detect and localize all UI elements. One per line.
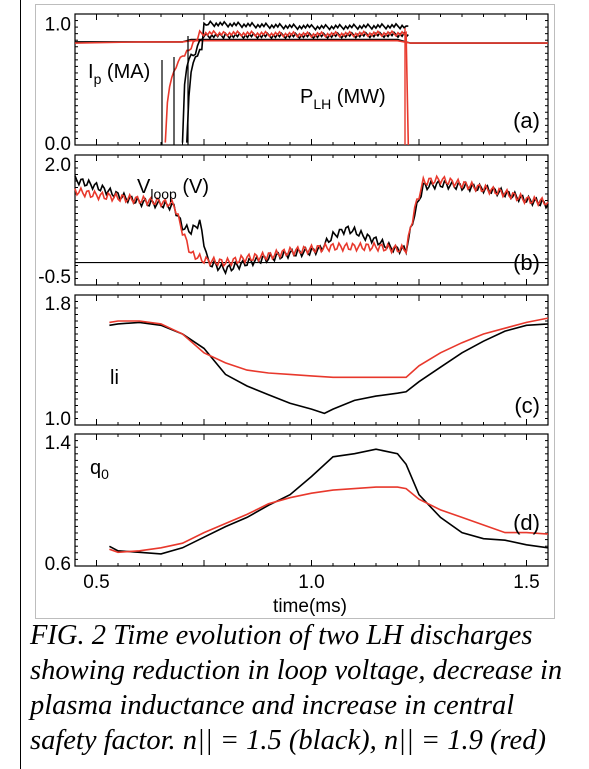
x-tick-label: 0.5 <box>83 572 109 593</box>
x-tick-label: 1.0 <box>298 572 324 593</box>
plh-label-unit: (MW) <box>331 86 385 108</box>
vloop-label: Vloop (V) <box>137 176 209 202</box>
figure-caption: FIG. 2 Time evolution of two LH discharg… <box>30 620 563 756</box>
panel-id-label: (b) <box>513 250 540 275</box>
panels-group: 0.0 1.0 (a) -0.5 2.0 (b) 1.0 1.8 (c) 0.6 1.4 (d) Ip … <box>38 13 549 617</box>
panel-id-label: (a) <box>513 108 540 133</box>
series-line <box>109 486 549 554</box>
y-tick-label: 0.0 <box>45 134 71 155</box>
x-axis-label: time(ms) <box>273 596 347 617</box>
series-line <box>164 29 410 146</box>
panel-frame <box>74 433 549 567</box>
series-line <box>186 20 409 143</box>
ip-label-unit: (MA) <box>101 61 150 83</box>
figure-plot: 0.0 1.0 (a) -0.5 2.0 (b) 1.0 1.8 (c) 0.6 1.4 (d) Ip … <box>38 13 549 617</box>
y-tick-label: 0.6 <box>45 554 71 575</box>
li-label: li <box>110 367 119 389</box>
series-line <box>74 174 549 268</box>
y-tick-label: 1.0 <box>45 15 71 36</box>
y-tick-label: 1.8 <box>45 294 71 315</box>
plh-label: PLH (MW) <box>300 86 386 112</box>
plh-label-sub: LH <box>313 96 331 112</box>
vloop-label-unit: (V) <box>177 176 209 198</box>
series-line <box>109 317 549 379</box>
left-margin-rule <box>20 0 21 769</box>
y-tick-label: 1.0 <box>45 409 71 430</box>
y-tick-label: -0.5 <box>38 267 71 288</box>
panel-frame <box>74 294 549 426</box>
panel-id-label: (c) <box>514 393 540 418</box>
ip-label-sub: p <box>94 71 102 87</box>
x-tick-label: 1.5 <box>513 572 539 593</box>
panel-id-label: (d) <box>513 510 540 535</box>
ip-label: Ip (MA) <box>88 61 150 87</box>
series-line <box>109 448 549 555</box>
panel-frame <box>74 154 549 286</box>
vloop-label-sub: loop <box>150 186 177 202</box>
series-line <box>109 321 549 415</box>
series-line <box>74 39 548 44</box>
y-tick-label: 1.4 <box>45 433 72 454</box>
figure-frame <box>35 4 555 619</box>
y-tick-label: 2.0 <box>45 155 71 176</box>
q0-label-sub: 0 <box>101 466 109 482</box>
q0-label: q0 <box>90 457 109 482</box>
